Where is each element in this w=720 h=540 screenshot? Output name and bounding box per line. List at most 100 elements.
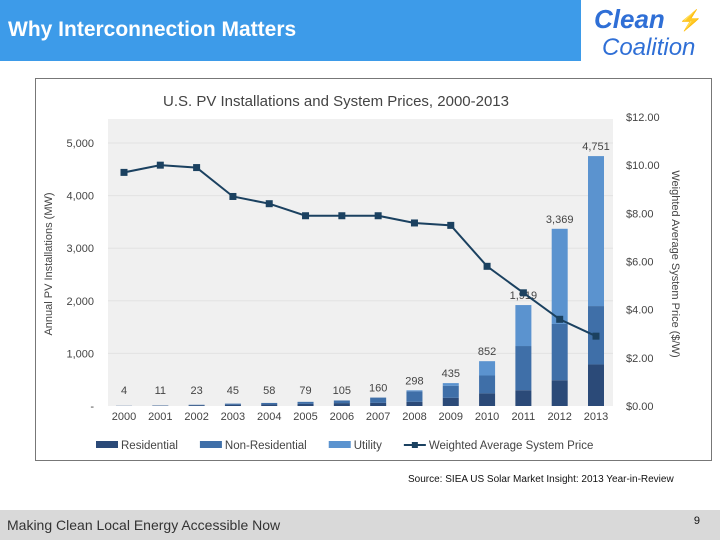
legend-swatch <box>328 441 351 448</box>
bar-non-residential <box>188 404 205 406</box>
bar-residential <box>370 402 387 406</box>
bar-utility <box>406 390 423 392</box>
x-tick-label: 2002 <box>184 411 208 423</box>
bar-non-residential <box>515 346 532 391</box>
bar-residential <box>406 401 423 406</box>
source-note: Source: SIEA US Solar Market Insight: 20… <box>408 474 674 485</box>
bar-non-residential <box>370 397 387 403</box>
total-data-label: 3,369 <box>546 214 574 226</box>
y2-tick-label: $8.00 <box>626 208 654 220</box>
page-number: 9 <box>693 515 700 527</box>
bar-residential <box>551 380 568 406</box>
plot-background <box>108 119 613 406</box>
clean-coalition-logo: Clean ⚡ Coalition <box>590 4 718 61</box>
bar-non-residential <box>297 401 314 404</box>
bar-residential <box>588 364 604 406</box>
chart-svg: U.S. PV Installations and System Prices,… <box>43 93 681 452</box>
footer-text: Making Clean Local Energy Accessible Now <box>7 517 281 533</box>
slide-title: Why Interconnection Matters <box>8 18 297 41</box>
bar-residential <box>479 393 496 406</box>
total-data-label: 105 <box>333 385 351 397</box>
y2-tick-label: $2.00 <box>626 353 654 365</box>
slide-header: Why Interconnection Matters <box>0 0 581 61</box>
price-line <box>123 164 597 338</box>
y2-tick-label: $12.00 <box>626 112 660 124</box>
price-marker <box>483 262 491 270</box>
bar-utility <box>515 305 532 347</box>
legend-label: Utility <box>354 440 382 452</box>
y-tick-label: 3,000 <box>66 243 94 255</box>
y-tick-label: - <box>90 401 94 413</box>
bar-non-residential <box>551 323 568 381</box>
x-tick-label: 2005 <box>293 411 317 423</box>
total-data-label: 4 <box>121 385 127 397</box>
logo-line1: Clean <box>594 4 665 34</box>
logo-line2: Coalition <box>602 34 696 61</box>
legend-swatch <box>96 441 118 448</box>
x-tick-label: 2013 <box>584 411 608 423</box>
bar-utility <box>442 383 459 386</box>
bar-non-residential <box>224 403 241 405</box>
legend-label: Weighted Average System Price <box>429 440 594 452</box>
price-marker <box>265 200 273 208</box>
bar-residential <box>261 404 278 406</box>
bar-residential <box>333 403 350 406</box>
legend-label: Residential <box>121 440 178 452</box>
y-tick-label: 1,000 <box>66 348 94 360</box>
price-marker <box>410 219 418 227</box>
y2-tick-label: $0.00 <box>626 401 654 413</box>
chart-title: U.S. PV Installations and System Prices,… <box>163 93 509 110</box>
bar-residential <box>442 397 459 406</box>
x-tick-label: 2000 <box>112 411 136 423</box>
price-marker <box>447 221 455 229</box>
price-marker <box>120 168 128 176</box>
bar-non-residential <box>333 400 350 404</box>
bar-residential <box>515 390 532 406</box>
total-data-label: 11 <box>155 385 166 397</box>
x-tick-label: 2010 <box>475 411 499 423</box>
legend-swatch-marker <box>411 442 418 448</box>
x-tick-label: 2009 <box>439 411 463 423</box>
total-data-label: 58 <box>263 385 275 397</box>
total-data-label: 45 <box>227 385 239 397</box>
bar-utility <box>588 156 604 307</box>
y2-tick-label: $4.00 <box>626 305 654 317</box>
price-marker <box>374 212 382 220</box>
bar-residential <box>188 405 205 406</box>
bar-non-residential <box>442 385 459 398</box>
price-marker <box>193 164 201 172</box>
price-marker <box>556 315 564 323</box>
total-data-label: 160 <box>369 383 387 395</box>
y-tick-label: 2,000 <box>66 296 94 308</box>
x-tick-label: 2003 <box>221 411 245 423</box>
x-tick-label: 2011 <box>512 411 536 423</box>
price-marker <box>302 212 310 220</box>
slide-footer: Making Clean Local Energy Accessible Now… <box>0 510 720 540</box>
total-data-label: 79 <box>299 385 311 397</box>
lightning-bolt-icon: ⚡ <box>678 10 703 32</box>
total-data-label: 298 <box>405 375 423 387</box>
price-marker <box>156 161 164 169</box>
y-axis-label: Annual PV Installations (MW) <box>43 192 55 335</box>
y-tick-label: 4,000 <box>66 191 94 203</box>
bar-utility <box>479 361 496 376</box>
x-tick-label: 2012 <box>547 411 571 423</box>
price-marker <box>519 289 527 297</box>
bar-non-residential <box>479 375 496 394</box>
total-data-label: 852 <box>478 346 496 358</box>
bar-residential <box>224 404 241 406</box>
price-marker <box>229 192 237 200</box>
legend-swatch <box>199 441 222 448</box>
bar-non-residential <box>406 391 423 402</box>
total-data-label: 4,751 <box>582 141 610 153</box>
price-marker <box>592 332 600 340</box>
x-tick-label: 2007 <box>366 411 390 423</box>
bar-residential <box>297 403 314 406</box>
x-tick-label: 2008 <box>402 411 426 423</box>
total-data-label: 435 <box>442 368 460 380</box>
total-data-label: 23 <box>190 385 202 397</box>
bar-utility <box>551 228 568 324</box>
x-tick-label: 2006 <box>330 411 354 423</box>
y-tick-label: 5,000 <box>66 138 94 150</box>
x-tick-label: 2004 <box>257 411 281 423</box>
